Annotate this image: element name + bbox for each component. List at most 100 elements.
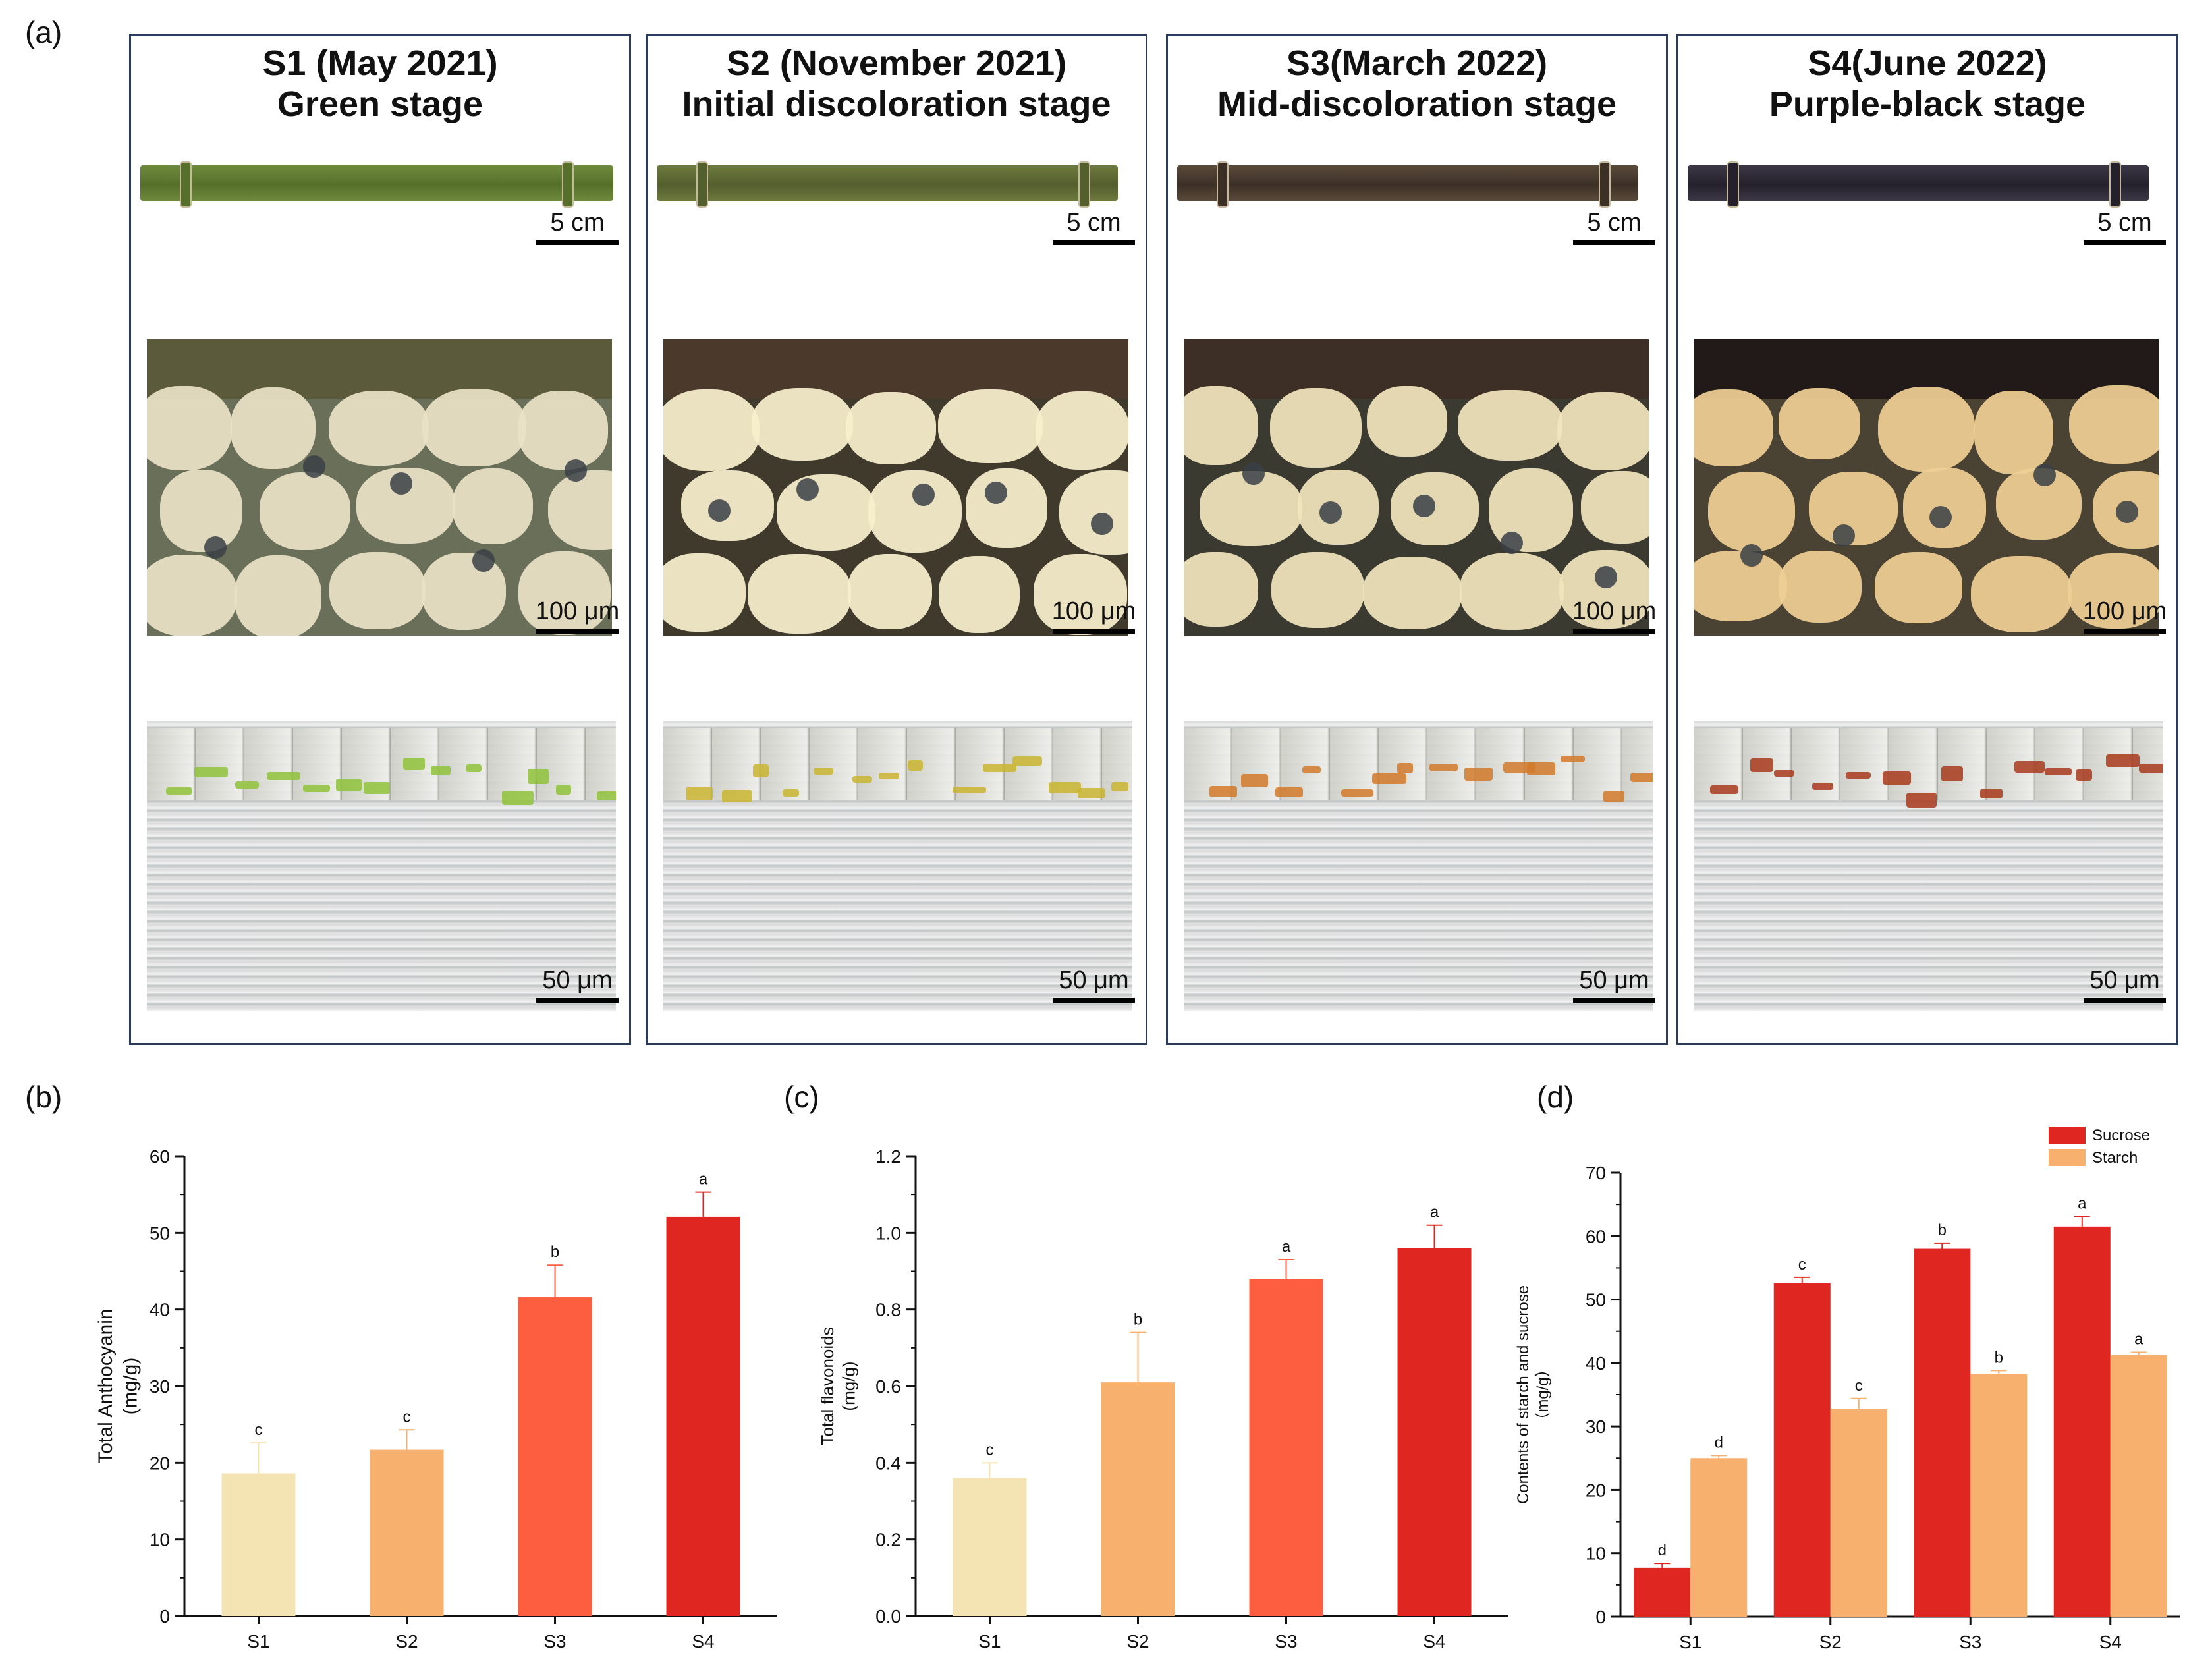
vascular-pore xyxy=(984,481,1007,504)
significance-letter: b xyxy=(1134,1311,1142,1329)
section-scale-bar xyxy=(1573,629,1655,634)
pigment-spot xyxy=(1526,762,1556,775)
parenchyma-cell xyxy=(965,468,1048,548)
parenchyma-cell xyxy=(1581,470,1649,544)
vascular-pore xyxy=(2033,464,2056,487)
section-micrograph-s3 xyxy=(1184,339,1649,636)
stage-title-line2: Initial discoloration stage xyxy=(682,84,1111,124)
stage-title-line1: S4(June 2022) xyxy=(1808,43,2047,83)
parenchyma-cell xyxy=(1779,388,1861,459)
section-micrograph-s2 xyxy=(663,339,1128,636)
parenchyma-cell xyxy=(1875,552,1963,623)
parenchyma-cell xyxy=(160,470,243,552)
culm-scale-bar xyxy=(1053,240,1135,245)
x-tick-label: S1 xyxy=(1679,1632,1701,1652)
micro-scale-label: 50 μm xyxy=(1059,966,1129,994)
culm-scale-label: 5 cm xyxy=(550,209,605,237)
vascular-pore xyxy=(1091,513,1114,536)
bar xyxy=(1914,1248,1971,1617)
significance-letter: c xyxy=(255,1421,263,1439)
section-micrograph-s4 xyxy=(1694,339,2159,636)
culm-scale-label: 5 cm xyxy=(2097,209,2152,237)
parenchyma-cell xyxy=(1362,556,1462,630)
chart-total-flavonoids: 0.0 0.2 0.4 0.6 0.8 1.0 1.2 Total flavonoids(mg… xyxy=(817,1146,1508,1652)
y-tick-label: 20 xyxy=(1586,1480,1606,1500)
micro-scale-bar xyxy=(1573,998,1655,1003)
pigment-spot xyxy=(1341,789,1374,797)
significance-letter: d xyxy=(1658,1542,1667,1559)
pigment-spot xyxy=(1603,791,1624,802)
pigment-spot xyxy=(1750,758,1774,772)
parenchyma-cell xyxy=(868,470,962,553)
bar xyxy=(1690,1458,1748,1617)
parenchyma-cell xyxy=(1184,551,1259,627)
y-tick-label: 50 xyxy=(1586,1290,1606,1310)
y-axis-label-line2: (mg/g) xyxy=(839,1361,859,1411)
y-axis-label: Total Anthocyanin (mg/g) xyxy=(95,1308,142,1463)
culm-photo-s1 xyxy=(140,161,613,208)
epidermal-cell-layer xyxy=(1184,728,1653,800)
pigment-spot xyxy=(2044,768,2072,775)
micro-scale-bar xyxy=(536,998,619,1003)
pigment-spot xyxy=(2014,761,2045,773)
vascular-pore xyxy=(472,549,495,572)
culm-node xyxy=(1078,161,1090,208)
parenchyma-cell xyxy=(234,555,321,636)
pigment-spot xyxy=(1630,773,1653,782)
vascular-pore xyxy=(1319,501,1342,524)
pigment-spot xyxy=(363,782,390,795)
y-tick-label: 0.2 xyxy=(875,1530,901,1550)
pigment-spot xyxy=(1845,771,1871,779)
micro-scale-bar xyxy=(2084,998,2166,1003)
parenchyma-cell xyxy=(1271,552,1365,629)
significance-letter: b xyxy=(1995,1349,2003,1366)
section-scale-bar xyxy=(2084,629,2166,634)
pigment-spot xyxy=(402,757,425,771)
y-tick-label: 10 xyxy=(150,1530,170,1550)
y-axis-label: Total flavonoids(mg/g) xyxy=(817,1327,859,1445)
pigment-spot xyxy=(502,790,534,805)
legend-swatch xyxy=(2049,1127,2086,1144)
parenchyma-cell xyxy=(329,391,429,466)
pigment-spot xyxy=(952,786,987,794)
parenchyma-cell xyxy=(777,474,876,551)
pigment-spot xyxy=(722,790,753,802)
significance-letter: b xyxy=(1938,1221,1947,1239)
parenchyma-cell xyxy=(663,389,760,471)
stage-title-line1: S3(March 2022) xyxy=(1286,43,1548,83)
x-tick-label: S2 xyxy=(1819,1632,1842,1652)
x-tick-label: S4 xyxy=(1423,1631,1445,1652)
vascular-pore xyxy=(303,455,326,478)
parenchyma-cell xyxy=(937,389,1043,464)
y-axis-label-line1: Total Anthocyanin xyxy=(95,1308,117,1463)
pigment-spot xyxy=(982,763,1016,773)
pigment-spot xyxy=(1049,781,1082,793)
epidermis-band xyxy=(147,339,612,399)
x-tick-label: S1 xyxy=(247,1631,269,1652)
y-tick-label: 20 xyxy=(150,1453,170,1473)
pigment-spot xyxy=(1710,785,1739,794)
culm-photo-s2 xyxy=(657,161,1118,208)
parenchyma-cell xyxy=(1694,550,1788,622)
parenchyma-cell xyxy=(663,553,746,632)
pigment-spot xyxy=(166,787,192,795)
parenchyma-cell xyxy=(939,555,1020,633)
bar xyxy=(1830,1409,1887,1617)
pigment-spot xyxy=(1372,773,1406,784)
pigment-spot xyxy=(430,765,451,776)
parenchyma-cell xyxy=(2068,553,2159,629)
significance-letter: c xyxy=(1855,1377,1863,1395)
significance-letter: a xyxy=(699,1171,708,1189)
pigment-spot xyxy=(753,764,769,778)
legend-label: Sucrose xyxy=(2092,1127,2150,1144)
parenchyma-cell xyxy=(747,553,851,634)
parenchyma-cell xyxy=(422,388,527,466)
epidermis-band xyxy=(663,339,1128,399)
vascular-pore xyxy=(1595,566,1618,589)
pigment-spot xyxy=(814,767,834,775)
stage-title-s1: S1 (May 2021) Green stage xyxy=(131,43,629,125)
longitudinal-micrograph-s3 xyxy=(1184,721,1653,1011)
y-tick-label: 0 xyxy=(1595,1607,1606,1627)
parenchyma-cell xyxy=(1270,387,1362,468)
significance-letter: a xyxy=(2134,1330,2143,1348)
